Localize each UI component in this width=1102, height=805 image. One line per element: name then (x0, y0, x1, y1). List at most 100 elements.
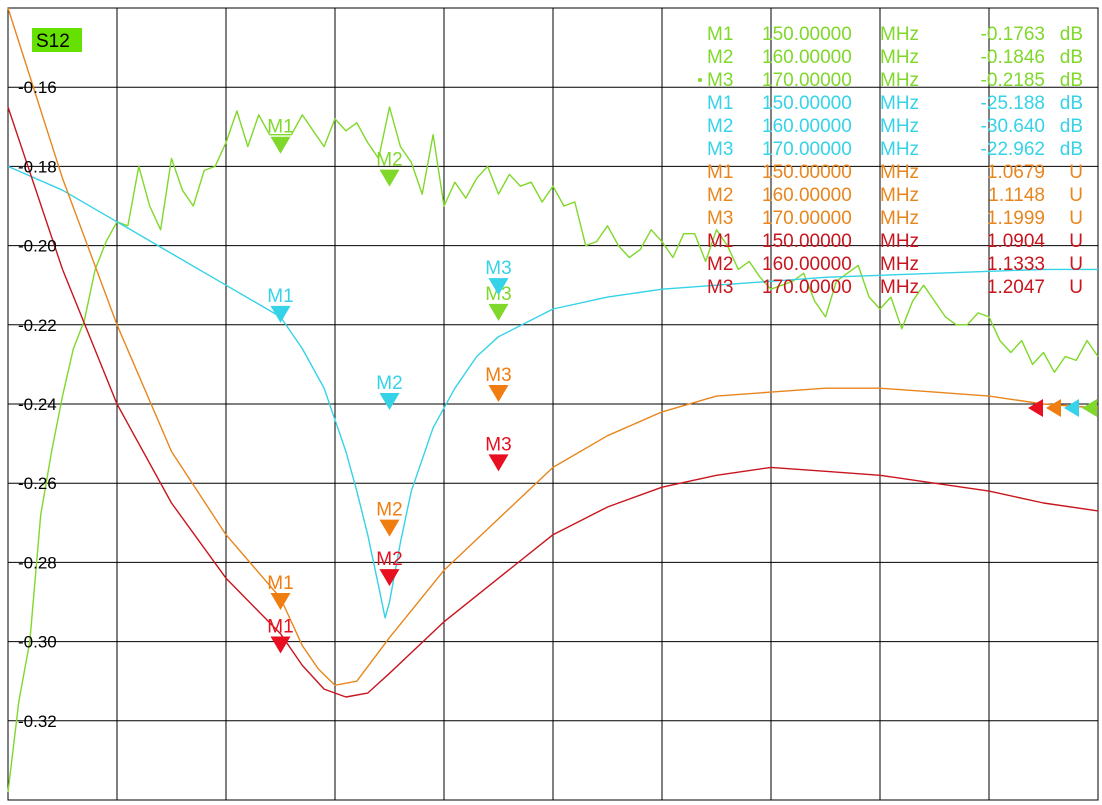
marker-m2[interactable]: M2 (376, 150, 403, 187)
readout-row: M1 150.00000 MHz 1.0679 U (707, 162, 1083, 183)
y-tick-label: -0.28 (18, 553, 57, 572)
readout-row: M3 170.00000 MHz -0.2185 dB (698, 70, 1083, 91)
y-tick-label: -0.30 (18, 633, 57, 652)
readout-marker: M1 (707, 231, 733, 252)
readout-value: 1.0904 (987, 231, 1046, 252)
marker-m1[interactable]: M1 (267, 573, 294, 610)
marker-label: M1 (267, 617, 293, 638)
marker-triangle-icon (379, 569, 400, 587)
marker-readout-table: M1 150.00000 MHz -0.1763 dB M2 160.00000 MHz -0.… (698, 24, 1083, 298)
marker-label: M1 (267, 117, 293, 138)
marker-label: M3 (485, 365, 511, 386)
trace-line-3 (7, 7, 1099, 686)
trace-label-badge[interactable]: S12 (32, 28, 82, 52)
marker-m3[interactable]: M3 (485, 258, 512, 296)
marker-label: M2 (376, 549, 402, 570)
marker-m3[interactable]: M3 (485, 365, 512, 403)
y-tick-label: -0.32 (18, 712, 57, 731)
readout-value-unit: dB (1060, 24, 1083, 45)
marker-triangle-icon (379, 392, 400, 410)
active-marker-dot-icon (698, 78, 702, 82)
readout-marker: M1 (707, 162, 733, 183)
marker-m2[interactable]: M2 (376, 549, 403, 587)
readout-value: 1.1148 (988, 185, 1045, 206)
y-tick-label: -0.22 (18, 316, 57, 335)
readout-row: M1 150.00000 MHz 1.0904 U (707, 231, 1083, 252)
y-tick-label: -0.16 (18, 78, 57, 97)
trace-line-1 (7, 106, 1099, 793)
readout-marker: M1 (707, 24, 733, 45)
readout-frequency: 170.00000 (762, 277, 852, 298)
readout-row: M1 150.00000 MHz -25.188 dB (707, 93, 1083, 114)
reference-arrow-icon (1046, 398, 1061, 417)
readout-value-unit: U (1069, 277, 1083, 298)
y-tick-label: -0.26 (18, 474, 57, 493)
readout-value: 1.2047 (987, 277, 1045, 298)
marker-m1[interactable]: M1 (267, 286, 294, 323)
marker-label: M1 (267, 573, 293, 594)
grid (7, 7, 1099, 801)
readout-row: M2 160.00000 MHz -30.640 dB (707, 116, 1083, 137)
marker-m2[interactable]: M2 (376, 373, 403, 410)
readout-value: -25.188 (981, 93, 1045, 114)
marker-label: M3 (485, 434, 511, 455)
readout-marker: M3 (707, 208, 733, 229)
readout-row: M2 160.00000 MHz 1.1148 U (707, 185, 1083, 206)
marker-label: M1 (267, 286, 293, 307)
readout-value: -22.962 (981, 139, 1045, 160)
readout-frequency: 150.00000 (762, 231, 852, 252)
readout-row: M1 150.00000 MHz -0.1763 dB (707, 24, 1083, 45)
readout-value-unit: U (1069, 254, 1083, 275)
readout-marker: M3 (707, 139, 733, 160)
readout-value: 1.1999 (987, 208, 1045, 229)
readout-value: -30.640 (981, 116, 1045, 137)
readout-frequency: 160.00000 (762, 47, 852, 68)
readout-marker: M2 (707, 254, 733, 275)
marker-triangle-icon (379, 169, 400, 187)
readout-marker: M2 (707, 47, 733, 68)
readout-value-unit: U (1069, 231, 1083, 252)
marker-triangle-icon (488, 385, 509, 403)
readout-frequency-unit: MHz (880, 231, 919, 252)
y-tick-labels: -0.16 -0.18 -0.20 -0.22 -0.24 -0.26 -0.28 -0.30… (18, 78, 57, 731)
marker-triangle-icon (488, 454, 509, 472)
readout-marker: M3 (707, 277, 733, 298)
marker-m1[interactable]: M1 (267, 117, 294, 154)
readout-frequency: 160.00000 (762, 254, 852, 275)
readout-frequency: 160.00000 (762, 116, 852, 137)
readout-marker: M2 (707, 116, 733, 137)
trace-label-background (32, 28, 82, 52)
y-tick-label: -0.20 (18, 237, 57, 256)
readout-value-unit: dB (1060, 47, 1083, 68)
readout-frequency-unit: MHz (880, 93, 919, 114)
readout-frequency-unit: MHz (880, 70, 919, 91)
readout-frequency-unit: MHz (880, 277, 919, 298)
reference-arrow-icon (1082, 398, 1097, 417)
readout-frequency-unit: MHz (880, 116, 919, 137)
reference-arrow-icon (1064, 398, 1079, 417)
reference-arrow-icon (1028, 398, 1043, 417)
marker-m2[interactable]: M2 (376, 500, 403, 537)
marker-triangle-icon (270, 305, 291, 323)
readout-frequency-unit: MHz (880, 185, 919, 206)
readout-frequency: 170.00000 (762, 208, 852, 229)
readout-value: 1.1333 (987, 254, 1045, 275)
readout-frequency-unit: MHz (880, 208, 919, 229)
marker-label: M2 (376, 150, 402, 171)
readout-marker: M3 (707, 70, 733, 91)
readout-marker: M1 (707, 93, 733, 114)
marker-label: M3 (485, 258, 511, 279)
readout-value: -0.2185 (981, 70, 1045, 91)
reference-arrows (1028, 398, 1097, 417)
marker-m1[interactable]: M1 (267, 617, 294, 654)
readout-frequency-unit: MHz (880, 139, 919, 160)
readout-value-unit: dB (1060, 116, 1083, 137)
readout-row: M3 170.00000 MHz -22.962 dB (707, 139, 1083, 160)
readout-value-unit: dB (1060, 93, 1083, 114)
marker-triangle-icon (379, 519, 400, 537)
marker-triangle-icon (270, 136, 291, 154)
readout-value-unit: U (1069, 208, 1083, 229)
marker-m3[interactable]: M3 (485, 434, 512, 472)
readout-frequency: 150.00000 (762, 93, 852, 114)
